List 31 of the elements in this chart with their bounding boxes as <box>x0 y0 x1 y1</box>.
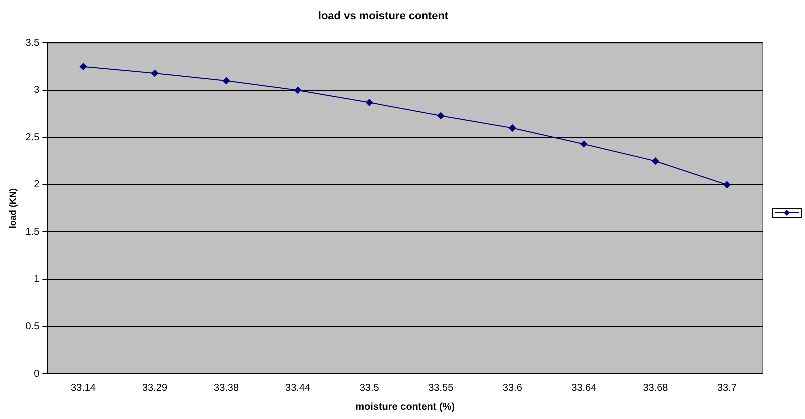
point <box>580 140 588 148</box>
y-tick-label: 1.5 <box>26 226 40 238</box>
y-tick-label: 2 <box>34 180 40 191</box>
y-tick-label: 2.5 <box>26 132 40 144</box>
y-tick-label: 3 <box>34 85 40 96</box>
point <box>366 99 374 106</box>
x-tick-label: 33.64 <box>572 382 598 394</box>
x-tick-label: 33.29 <box>142 382 168 394</box>
point <box>438 112 445 120</box>
x-tick-label: 33.6 <box>502 382 523 394</box>
x-axis-title: moisture content (%) <box>356 402 456 413</box>
point <box>509 124 516 132</box>
point <box>223 78 230 85</box>
point <box>151 70 158 77</box>
x-tick-label: 33.38 <box>214 382 240 394</box>
x-tick-label: 33.44 <box>286 382 312 394</box>
x-tick-label: 33.55 <box>428 382 454 394</box>
x-tick-label: 33.14 <box>70 382 96 394</box>
point <box>80 63 87 70</box>
y-tick-label: 0 <box>34 368 40 380</box>
y-axis-title: load (KN) <box>8 188 18 229</box>
x-tick-label: 33.68 <box>643 382 669 394</box>
chart-title: load vs moisture content <box>318 10 449 23</box>
y-tick-label: 1 <box>34 274 40 286</box>
x-tick-label: 33.7 <box>718 382 738 394</box>
point <box>652 158 660 165</box>
point <box>294 86 302 94</box>
y-tick-label: 3.5 <box>26 38 40 49</box>
point <box>724 181 731 188</box>
x-tick-label: 33.5 <box>360 382 380 394</box>
y-tick-label: 0.5 <box>26 321 40 332</box>
